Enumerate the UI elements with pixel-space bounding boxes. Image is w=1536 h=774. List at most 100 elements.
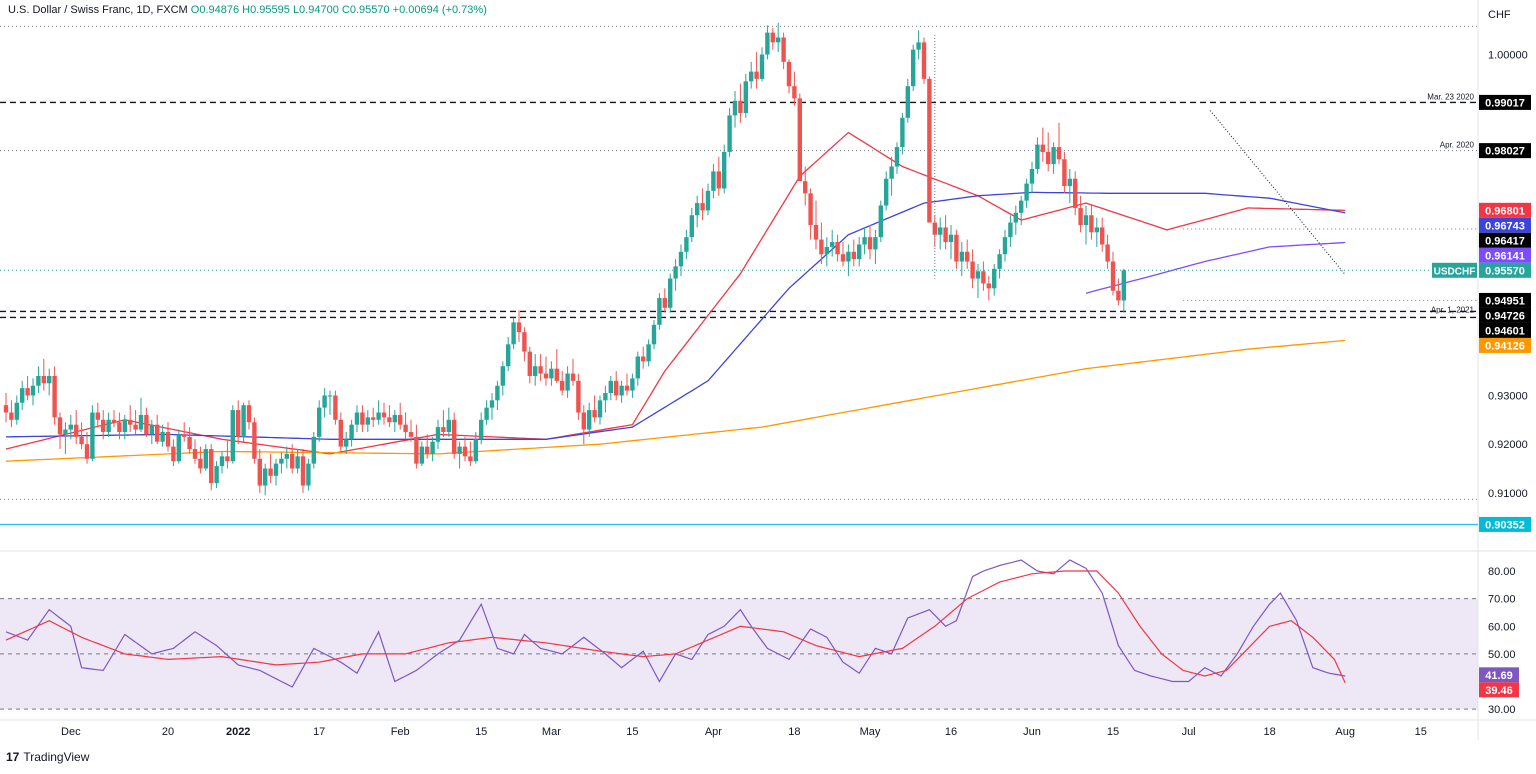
candle-body	[554, 368, 559, 381]
candle-body	[90, 412, 95, 459]
candle-body	[916, 42, 921, 50]
price-badge-1: 0.98027	[1479, 143, 1531, 159]
candle-body	[165, 431, 171, 447]
candle-body	[300, 456, 306, 486]
candle-body	[549, 368, 554, 379]
candle-body	[873, 237, 878, 250]
candle-body	[954, 234, 959, 262]
candle-body	[981, 271, 986, 284]
candle-body	[257, 458, 262, 486]
time-tick-label-3: 17	[313, 726, 325, 738]
candle-body	[797, 98, 802, 182]
candle-body	[41, 375, 46, 384]
candle-body	[630, 378, 635, 391]
price-badge-bg	[1479, 292, 1531, 308]
candle-body	[803, 181, 808, 194]
candle-body	[635, 356, 640, 379]
price-badge-0: 0.99017	[1479, 94, 1531, 110]
candle-body	[867, 237, 873, 250]
candle-body	[776, 37, 781, 43]
candle-body	[1002, 237, 1008, 255]
candle-body	[290, 453, 295, 469]
candle-body	[587, 410, 592, 430]
candle-body	[673, 266, 678, 279]
candle-body	[700, 203, 705, 211]
tradingview-brand[interactable]: 17 TradingView	[6, 750, 89, 764]
price-badge-text: 0.98027	[1485, 146, 1525, 158]
candle-body	[603, 393, 608, 401]
price-badge-text: 0.96141	[1485, 250, 1525, 262]
price-badge-bg	[1479, 337, 1531, 353]
candle-body	[133, 424, 138, 430]
candle-body	[327, 395, 333, 397]
price-badge-6: 0.95570	[1479, 262, 1531, 278]
candle-body	[986, 283, 991, 289]
candle-body	[970, 261, 975, 279]
candle-body	[932, 222, 937, 235]
grid-layer	[0, 0, 1536, 740]
candle-body	[392, 414, 397, 423]
candle-body	[727, 115, 732, 152]
rsi-badge-bg	[1479, 667, 1519, 683]
candle-body	[68, 424, 73, 430]
candle-body	[565, 373, 570, 391]
candle-body	[344, 439, 349, 447]
candle-body	[122, 419, 127, 432]
candle-body	[246, 405, 252, 423]
price-badge-text: 0.94726	[1485, 310, 1525, 322]
price-badge-bg	[1479, 217, 1531, 233]
price-badge-9: 0.94601	[1479, 322, 1531, 338]
price-note-0: Mar. 23 2020	[1427, 92, 1474, 101]
time-tick-label-13: 15	[1107, 726, 1119, 738]
legend-high: H0.95595	[242, 4, 290, 16]
candle-body	[786, 61, 792, 87]
time-tick-label-7: 15	[626, 726, 638, 738]
time-tick-label-14: Jul	[1182, 726, 1196, 738]
candle-body	[516, 322, 522, 333]
candle-body	[360, 412, 365, 425]
candle-body	[430, 441, 435, 454]
candle-body	[101, 419, 106, 432]
candle-body	[732, 100, 738, 116]
candle-body	[1008, 222, 1013, 238]
level-lines-layer	[0, 25, 1478, 525]
candle-body	[1051, 147, 1056, 165]
candle-body	[284, 453, 289, 459]
rsi-tick-label-0: 80.00	[1488, 566, 1516, 578]
candle-body	[992, 268, 997, 289]
candle-body	[749, 71, 754, 82]
candle-body	[219, 456, 225, 467]
rsi-series-line-1	[5, 570, 1346, 684]
candle-body	[878, 205, 883, 238]
candle-body	[273, 463, 279, 476]
candle-body	[808, 193, 813, 225]
candle-body	[759, 54, 765, 79]
candle-body	[900, 117, 905, 148]
candle-body	[840, 254, 846, 262]
legend-close: C0.95570	[341, 4, 390, 16]
candle-body	[1046, 151, 1051, 165]
candle-body	[511, 322, 516, 345]
candle-body	[927, 78, 932, 223]
candle-body	[538, 366, 543, 374]
candle-body	[63, 429, 68, 435]
candles-layer[interactable]	[3, 22, 1126, 496]
candle-body	[1073, 178, 1078, 208]
candle-body	[198, 458, 203, 469]
candle-body	[522, 332, 527, 352]
moving-average-line-3	[5, 339, 1346, 462]
candle-body	[52, 375, 57, 418]
price-badge-bg	[1479, 516, 1531, 532]
candle-body	[381, 412, 387, 418]
brand-label: TradingView	[23, 750, 90, 764]
candle-body	[209, 449, 214, 484]
candle-body	[295, 456, 300, 469]
candle-body	[1035, 144, 1040, 169]
candle-body	[155, 424, 160, 442]
moving-average-line-0	[5, 131, 1346, 455]
candle-body	[230, 410, 235, 462]
candle-body	[495, 385, 500, 401]
price-note-1: Apr. 2020	[1440, 141, 1475, 150]
